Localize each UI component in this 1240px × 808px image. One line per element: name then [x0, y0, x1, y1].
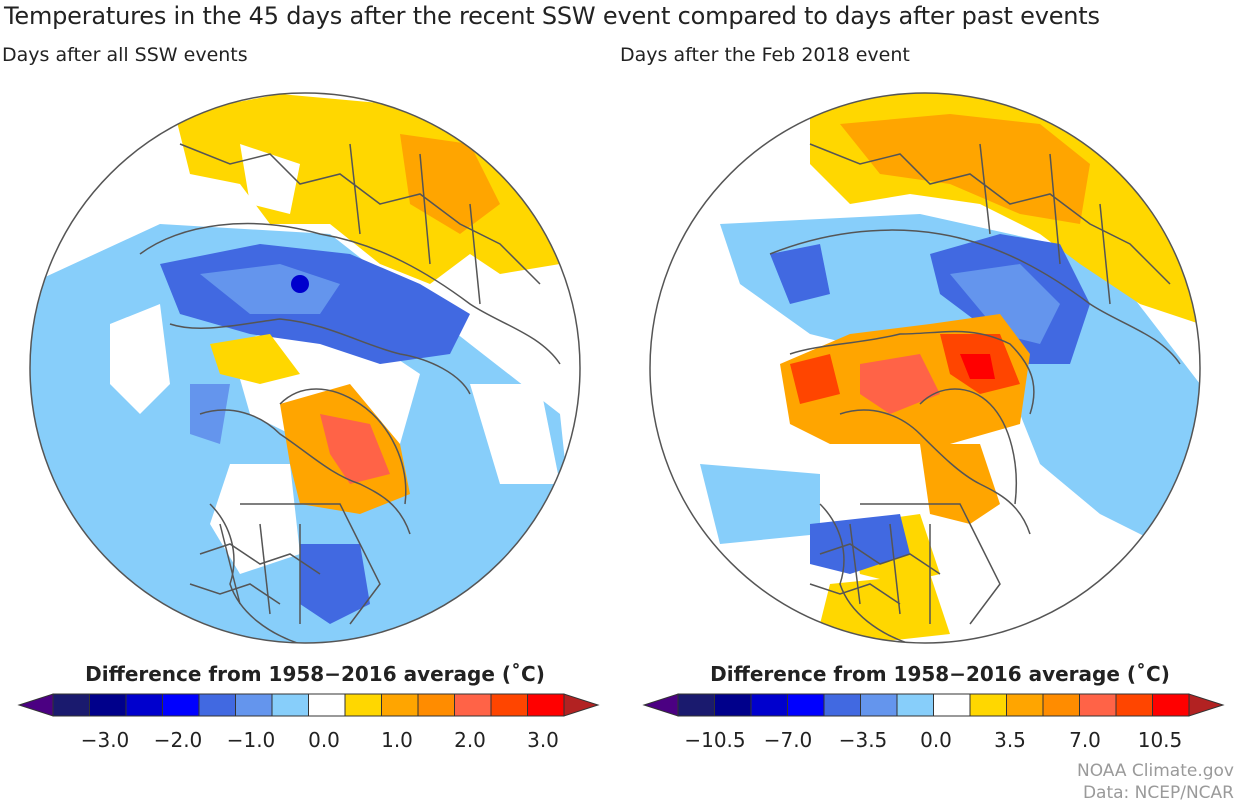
right-legend: Difference from 1958−2016 average (˚C) −… — [640, 658, 1240, 758]
colorbar-bin — [454, 693, 492, 717]
credit-line-2: Data: NCEP/NCAR — [1082, 783, 1234, 803]
colorbar-bin — [896, 693, 934, 717]
left-tick-label: −2.0 — [153, 728, 203, 752]
colorbar-bin — [162, 693, 200, 717]
left-tick-label: 0.0 — [308, 728, 340, 752]
left-tick-label: 3.0 — [527, 728, 559, 752]
colorbar-bin — [750, 693, 788, 717]
left-subtitle: Days after all SSW events — [2, 44, 248, 66]
right-tick-label: 0.0 — [920, 728, 952, 752]
colorbar-bin — [417, 693, 455, 717]
left-legend: Difference from 1958−2016 average (˚C) −… — [15, 658, 615, 758]
left-tick-label: 2.0 — [454, 728, 486, 752]
colorbar-bin — [271, 693, 309, 717]
left-colorbar — [17, 693, 600, 717]
right-tick-label: −7.0 — [763, 728, 813, 752]
colorbar-high-arrow — [563, 693, 600, 717]
colorbar-low-arrow — [17, 693, 54, 717]
colorbar-bin — [527, 693, 565, 717]
colorbar-bin — [198, 693, 236, 717]
left-tick-label: −3.0 — [80, 728, 130, 752]
right-legend-title: Difference from 1958−2016 average (˚C) — [710, 662, 1170, 686]
colorbar-bin — [823, 693, 861, 717]
right-tick-label: 3.5 — [994, 728, 1026, 752]
colorbar-bin — [308, 693, 346, 717]
colorbar-bin — [344, 693, 382, 717]
left-map — [0, 84, 600, 654]
credit-line-1: NOAA Climate.gov — [1076, 761, 1234, 781]
right-colorbar — [642, 693, 1225, 717]
chart-title: Temperatures in the 45 days after the re… — [4, 2, 1100, 30]
colorbar-bin — [89, 693, 127, 717]
left-tick-label: −1.0 — [226, 728, 276, 752]
colorbar-low-arrow — [642, 693, 679, 717]
colorbar-bin — [969, 693, 1007, 717]
colorbar-bin — [1115, 693, 1153, 717]
colorbar-bin — [490, 693, 528, 717]
colorbar-high-arrow — [1188, 693, 1225, 717]
left-tick-label: 1.0 — [381, 728, 413, 752]
colorbar-bin — [1079, 693, 1117, 717]
right-tick-label: 10.5 — [1137, 728, 1183, 752]
right-tick-label: 7.0 — [1069, 728, 1101, 752]
colorbar-bin — [933, 693, 971, 717]
colorbar-bin — [714, 693, 752, 717]
credits: NOAA Climate.gov Data: NCEP/NCAR — [1077, 760, 1234, 804]
colorbar-bin — [235, 693, 273, 717]
colorbar-bin — [787, 693, 825, 717]
colorbar-bin — [125, 693, 163, 717]
colorbar-bin — [860, 693, 898, 717]
colorbar-bin — [1006, 693, 1044, 717]
colorbar-bin — [52, 693, 90, 717]
colorbar-bin — [1042, 693, 1080, 717]
right-map — [620, 84, 1220, 654]
right-subtitle: Days after the Feb 2018 event — [620, 44, 910, 66]
colorbar-bin — [381, 693, 419, 717]
colorbar-bin — [677, 693, 715, 717]
colorbar-bin — [1152, 693, 1190, 717]
left-legend-title: Difference from 1958−2016 average (˚C) — [85, 662, 545, 686]
right-tick-label: −10.5 — [684, 728, 746, 752]
right-tick-label: −3.5 — [838, 728, 888, 752]
